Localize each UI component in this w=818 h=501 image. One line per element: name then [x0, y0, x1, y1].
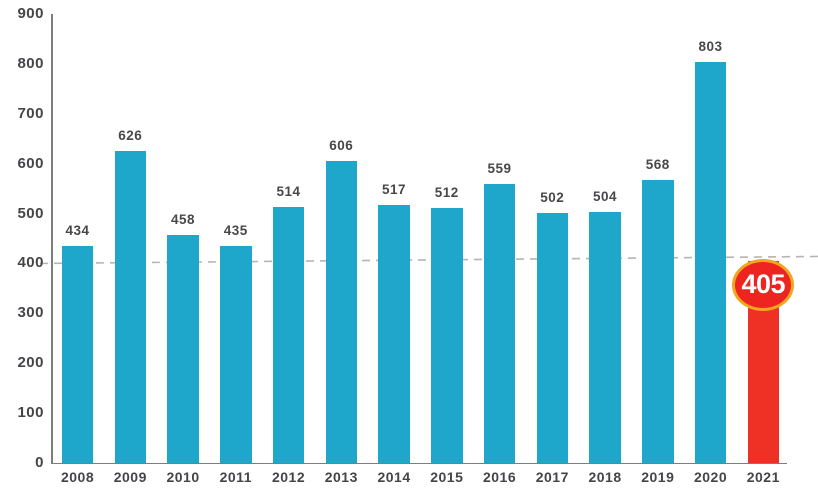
bar-value-label-2020: 803 [698, 39, 723, 55]
bar-value-label-2015: 512 [434, 184, 459, 200]
x-tick-label-2017: 2017 [535, 469, 569, 485]
x-tick-label-2014: 2014 [377, 469, 411, 485]
x-axis-line [51, 462, 787, 464]
bar-value-label-2014: 517 [382, 182, 407, 198]
x-tick-label-2009: 2009 [113, 469, 147, 485]
x-tick-label-2018: 2018 [588, 469, 622, 485]
bar-value-label-2019: 568 [645, 156, 670, 172]
highlight-badge: 405 [732, 258, 795, 311]
y-tick-label-100: 100 [17, 404, 44, 422]
x-tick-label-2021: 2021 [746, 469, 780, 485]
bar-2015 [431, 207, 463, 463]
y-tick-label-600: 600 [17, 154, 44, 172]
bar-value-label-2013: 606 [329, 137, 354, 153]
bar-value-label-2012: 514 [276, 183, 301, 199]
bar-2017 [536, 212, 569, 463]
y-tick-label-800: 800 [17, 54, 44, 72]
bar-2018 [589, 211, 621, 463]
bar-value-label-2016: 559 [487, 161, 512, 177]
x-tick-label-2012: 2012 [271, 469, 306, 485]
x-tick-label-2020: 2020 [693, 469, 728, 485]
bar-2019 [642, 179, 674, 463]
bar-2010 [167, 234, 199, 463]
bar-value-label-2017: 502 [540, 189, 565, 205]
y-tick-label-900: 900 [17, 5, 44, 22]
y-tick-label-400: 400 [17, 254, 44, 272]
bar-2013 [325, 160, 358, 463]
bar-value-label-2010: 458 [171, 211, 196, 227]
bar-2012 [272, 206, 305, 463]
x-tick-label-2015: 2015 [430, 469, 464, 485]
y-tick-label-300: 300 [17, 304, 44, 322]
x-tick-label-2016: 2016 [482, 469, 517, 485]
bar-2008 [61, 246, 94, 463]
bar-value-label-2009: 626 [118, 127, 143, 143]
bar-2009 [114, 150, 147, 463]
bar-value-label-2008: 434 [65, 223, 90, 239]
bar-2014 [378, 205, 410, 463]
y-axis-line [51, 14, 53, 463]
y-tick-label-700: 700 [17, 104, 44, 122]
highlight-badge-value: 405 [741, 269, 786, 300]
x-tick-label-2010: 2010 [166, 469, 200, 485]
bar-2020 [694, 62, 727, 463]
x-tick-label-2019: 2019 [641, 469, 675, 485]
x-tick-label-2013: 2013 [324, 469, 358, 485]
bar-value-label-2018: 504 [593, 188, 618, 204]
bar-value-label-2011: 435 [223, 222, 248, 238]
y-tick-label-0: 0 [35, 454, 44, 471]
y-tick-label-500: 500 [17, 204, 44, 222]
bar-2016 [483, 184, 516, 463]
x-tick-label-2011: 2011 [219, 469, 252, 485]
bar-2011 [220, 245, 252, 463]
x-tick-label-2008: 2008 [60, 469, 95, 485]
y-tick-label-200: 200 [17, 354, 44, 372]
